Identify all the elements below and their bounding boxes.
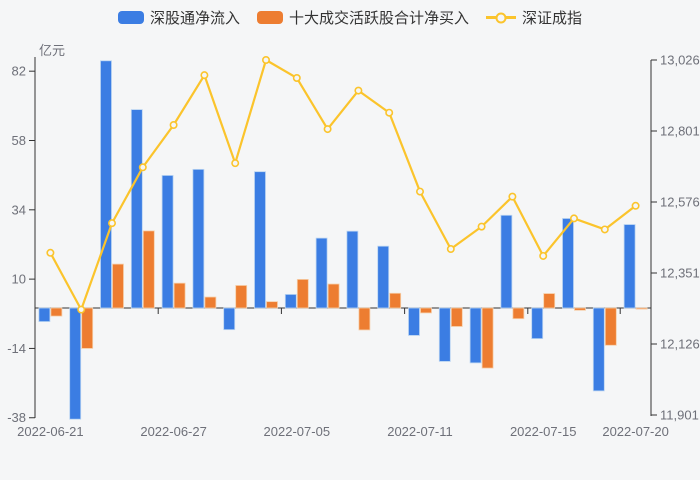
bar-top10-net-buy (420, 307, 432, 314)
bar-top10-net-buy (296, 279, 309, 309)
x-axis-date-label: 2022-06-27 (140, 424, 207, 439)
legend-line-icon (486, 12, 516, 23)
szse-index-point (569, 214, 578, 223)
right-axis-tick-label: 13,026 (660, 53, 700, 68)
left-axis-tick-label: -38 (7, 410, 26, 425)
bar-top10-net-buy (235, 285, 248, 309)
bar-top10-net-buy (358, 307, 371, 331)
szse-index-point (508, 192, 517, 201)
legend-label: 深证成指 (522, 10, 583, 27)
legend-item-shenzhen-connect-net-inflow[interactable]: 深股通净流入 (117, 7, 240, 28)
legend-label: 十大成交活跃股合计净买入 (288, 10, 469, 27)
bar-top10-net-buy (574, 307, 586, 311)
bar-net-inflow (592, 307, 605, 392)
bar-top10-net-buy (81, 307, 94, 349)
bar-net-inflow (438, 307, 451, 362)
x-axis-date-label: 2022-07-15 (510, 424, 577, 439)
bar-top10-net-buy (635, 307, 648, 310)
right-axis-tick-label: 12,576 (660, 195, 700, 210)
bar-top10-net-buy (173, 282, 186, 309)
bar-net-inflow (38, 307, 51, 322)
bar-top10-net-buy (481, 307, 494, 369)
left-axis-unit-label: 亿元 (39, 43, 66, 58)
szse-index-point (138, 163, 147, 172)
szse-index-point (46, 248, 55, 257)
right-axis-tick-label: 12,351 (660, 266, 700, 281)
bar-net-inflow (315, 237, 328, 309)
bar-top10-net-buy (204, 296, 217, 309)
bar-net-inflow (130, 109, 143, 309)
szse-index-point (108, 219, 117, 228)
bar-top10-net-buy (266, 301, 278, 309)
bar-net-inflow (254, 171, 266, 309)
szse-index-point (354, 86, 363, 95)
szse-index-point (631, 201, 640, 210)
bar-net-inflow (100, 60, 112, 309)
bar-net-inflow (562, 218, 574, 309)
bar-top10-net-buy (543, 293, 556, 309)
chart-legend: 深股通净流入 十大成交活跃股合计净买入 深证成指 (0, 7, 700, 28)
szse-index-point (200, 71, 209, 80)
bars-top10-net-buy (50, 230, 648, 369)
x-axis-date-label: 2022-07-20 (602, 424, 669, 439)
bar-net-inflow (284, 294, 297, 309)
szse-index-point (169, 121, 178, 130)
x-axis-date-label: 2022-07-05 (264, 424, 331, 439)
left-axis-tick-label: 34 (12, 202, 26, 217)
bar-top10-net-buy (604, 307, 617, 346)
bar-net-inflow (161, 175, 174, 309)
szse-index-points (46, 55, 640, 314)
bar-net-inflow (531, 307, 544, 340)
bar-top10-net-buy (50, 307, 63, 317)
bar-top10-net-buy (389, 292, 402, 309)
szse-index-point (446, 245, 455, 254)
right-axis-tick-label: 12,801 (660, 124, 700, 139)
bar-net-inflow (377, 245, 390, 309)
szse-index-point (292, 73, 301, 82)
bar-net-inflow (346, 230, 359, 309)
bar-net-inflow (500, 214, 513, 309)
bar-top10-net-buy (450, 307, 463, 327)
left-axis-tick-label: 10 (12, 272, 26, 287)
bar-net-inflow (223, 307, 236, 331)
szse-index-point (539, 251, 548, 260)
szse-index-point (323, 125, 332, 134)
bar-net-inflow (69, 307, 82, 420)
bar-top10-net-buy (142, 230, 155, 309)
left-axis-tick-label: 58 (12, 133, 26, 148)
szse-index-point (600, 225, 609, 234)
szse-index-point (231, 159, 240, 168)
bar-net-inflow (192, 168, 205, 309)
legend-label: 深股通净流入 (149, 10, 240, 27)
szse-index-point (477, 222, 486, 231)
bar-top10-net-buy (327, 283, 340, 309)
bar-top10-net-buy (512, 307, 525, 320)
left-axis-tick-label: 82 (12, 64, 26, 79)
x-axis-date-label: 2022-07-11 (387, 424, 453, 439)
szse-index-point (385, 108, 394, 117)
legend-swatch-bar-blue-icon (117, 11, 144, 24)
legend-swatch-bar-orange-icon (256, 11, 283, 24)
bar-top10-net-buy (112, 263, 124, 309)
bars-shenzhen-connect-net-inflow (38, 60, 636, 420)
szse-index-point (77, 305, 86, 314)
bar-net-inflow (408, 307, 420, 336)
right-axis-tick-label: 11,901 (660, 408, 699, 423)
bar-net-inflow (469, 307, 482, 364)
legend-item-top10-active-stocks-net-buy[interactable]: 十大成交活跃股合计净买入 (256, 7, 469, 28)
szse-index-line (49, 58, 637, 311)
left-axis-tick-label: -14 (7, 341, 26, 356)
szse-index-point (261, 55, 270, 64)
szse-index-point (415, 187, 424, 196)
right-axis-tick-label: 12,126 (660, 337, 700, 352)
bar-net-inflow (623, 224, 636, 309)
x-axis-date-label: 2022-06-21 (17, 424, 84, 439)
legend-item-szse-component-index[interactable]: 深证成指 (486, 7, 582, 28)
